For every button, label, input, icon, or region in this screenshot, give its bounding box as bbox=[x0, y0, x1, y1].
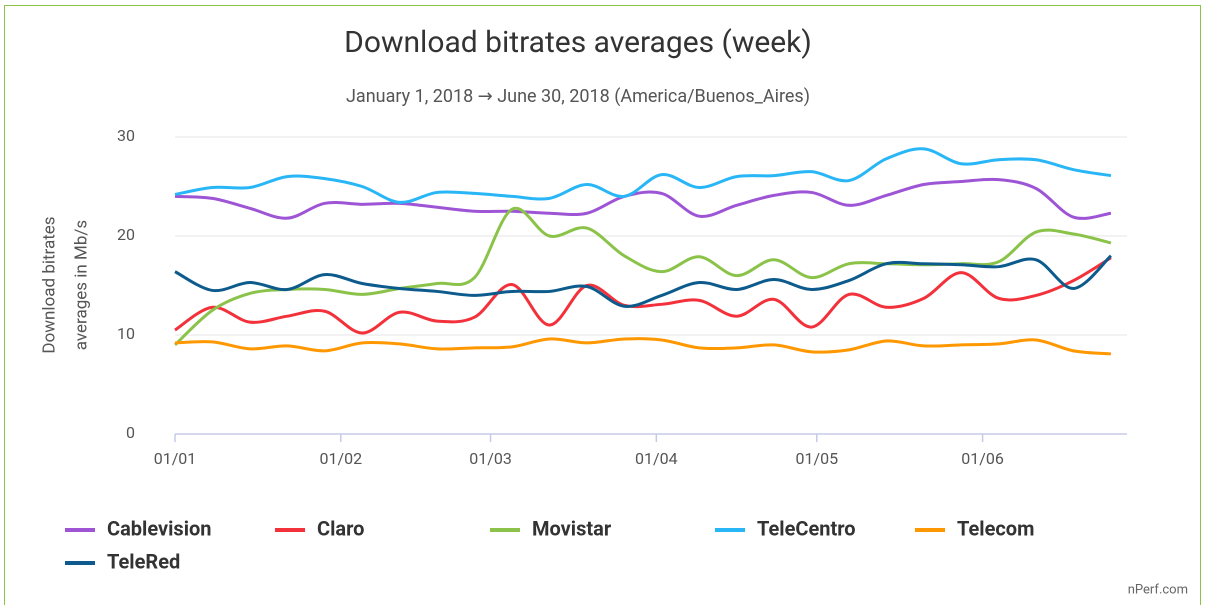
chart-subtitle: January 1, 2018 → June 30, 2018 (America… bbox=[346, 86, 810, 107]
series-line bbox=[174, 177, 1112, 220]
y-tick-label: 0 bbox=[126, 423, 135, 442]
x-tick-label: 01/05 bbox=[796, 449, 839, 468]
x-tick-label: 01/02 bbox=[320, 449, 363, 468]
series-line bbox=[174, 147, 1112, 204]
credit: nPerf.com bbox=[1128, 582, 1188, 597]
legend-label: TeleCentro bbox=[757, 516, 856, 540]
y-axis-title: Download bitrates averages in Mb/s bbox=[39, 216, 91, 353]
legend-label: Movistar bbox=[532, 516, 612, 540]
legend-label: TeleRed bbox=[107, 549, 180, 573]
series-line bbox=[174, 254, 1113, 308]
x-tick-label: 01/04 bbox=[635, 449, 678, 468]
frame bbox=[4, 5, 1201, 605]
x-tick-label: 01/06 bbox=[961, 449, 1004, 468]
x-tick-label: 01/03 bbox=[469, 449, 512, 468]
y-tick-label: 30 bbox=[117, 126, 135, 145]
legend-label: Cablevision bbox=[107, 516, 212, 540]
series-line bbox=[174, 337, 1112, 356]
y-tick-label: 10 bbox=[117, 324, 135, 343]
legend-label: Claro bbox=[317, 516, 364, 540]
x-tick-label: 01/01 bbox=[154, 449, 197, 468]
chart-title: Download bitrates averages (week) bbox=[344, 25, 812, 60]
legend-label: Telecom bbox=[957, 516, 1034, 540]
y-tick-label: 20 bbox=[117, 225, 135, 244]
series-line bbox=[174, 256, 1112, 335]
y-axis-title-line: averages in Mb/s bbox=[71, 220, 91, 350]
y-axis-title-line: Download bitrates bbox=[39, 216, 59, 353]
